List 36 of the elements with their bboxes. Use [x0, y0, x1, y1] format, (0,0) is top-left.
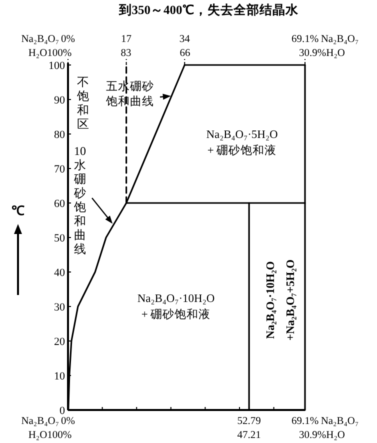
- x-tick-label: 69.1%: [291, 416, 319, 427]
- x2-tick-label: 0%: [61, 34, 76, 45]
- x-tick-label: 0%: [61, 416, 76, 427]
- text: Na₂B₄O₇: [21, 34, 59, 45]
- chart-title: 到350～400℃，失去全部结晶水: [118, 2, 300, 17]
- x2-tick-label: 34: [179, 34, 191, 45]
- x-axis-title: Na₂B₄O₇: [21, 416, 60, 427]
- x-tick-label: 52.79: [237, 416, 261, 427]
- annotation: Na₂B₄O₇·5H₂O + 硼砂饱和液: [206, 129, 278, 157]
- x2-tick-label: 17: [121, 34, 132, 45]
- y-tick-label: 60: [54, 198, 66, 210]
- y-tick-label: 90: [54, 94, 66, 106]
- text: 30.9%H₂O: [299, 430, 346, 441]
- y-tick-label: 40: [54, 267, 66, 279]
- y-tick-label: 20: [54, 336, 66, 348]
- text: Na₂B₄O₇: [320, 34, 359, 45]
- text: 83: [120, 48, 132, 59]
- text: H₂O100%: [28, 430, 72, 441]
- x2-tick-label: 69.1%: [291, 34, 319, 45]
- y-tick-label: 10: [54, 370, 66, 382]
- annotation: Na₂B₄O₇·10H₂O + 硼砂饱和液: [137, 293, 215, 321]
- y-tick-label: 70: [54, 164, 66, 176]
- x2-axis-title: Na₂B₄O₇: [320, 416, 359, 427]
- y-tick-label: 50: [54, 232, 66, 244]
- y-tick-label: 0: [60, 405, 66, 417]
- annotation: 10水硼砂饱和曲线: [73, 144, 86, 256]
- text: 30.9%H₂O: [299, 48, 346, 59]
- text: H₂O100%: [28, 48, 72, 59]
- text: 66: [180, 48, 190, 59]
- text: 47.21: [237, 430, 261, 441]
- annotation: Na₂B₄O₇·10H₂O +Na₂B₄O₇+5H₂O: [265, 259, 297, 341]
- y-tick-label: 80: [54, 129, 66, 141]
- y-axis-title: ℃: [12, 203, 24, 218]
- y-tick-label: 100: [48, 60, 66, 72]
- y-tick-label: 30: [54, 302, 66, 314]
- annotation: 不饱和区: [76, 75, 89, 131]
